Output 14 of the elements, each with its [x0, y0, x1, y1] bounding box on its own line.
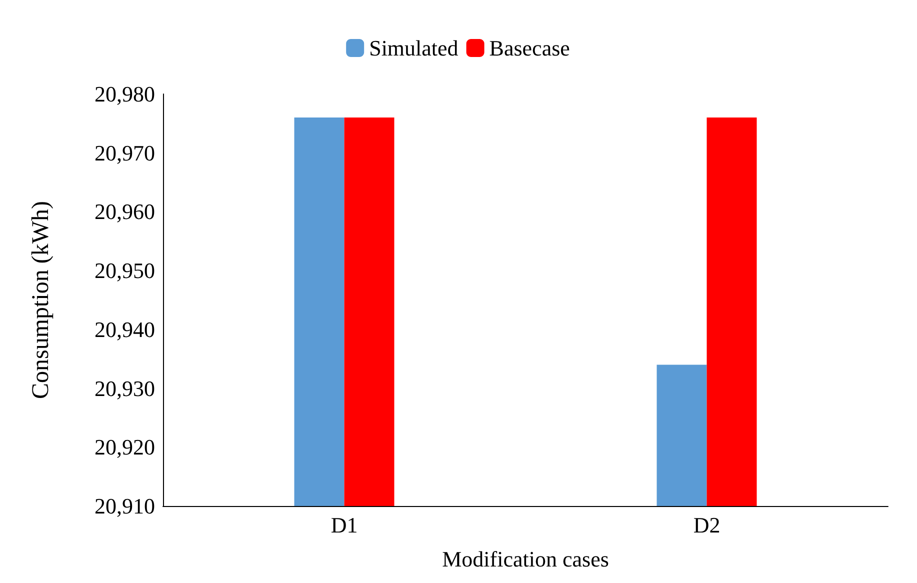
y-tick-label: 20,910	[94, 494, 155, 518]
x-tick-label: D1	[330, 512, 358, 538]
y-tick-label: 20,950	[94, 258, 155, 284]
y-tick-label: 20,920	[94, 434, 155, 460]
x-tick-label: D2	[693, 512, 720, 538]
x-axis-title: Modification cases	[442, 546, 609, 572]
legend-label: Basecase	[489, 36, 570, 60]
y-tick-label: 20,940	[94, 316, 155, 342]
y-tick-label: 20,980	[94, 82, 155, 106]
y-axis-title: Consumption (kWh)	[28, 201, 54, 399]
y-tick-label: 20,960	[94, 199, 155, 224]
y-tick-label: 20,930	[94, 376, 155, 401]
legend-label: Simulated	[369, 36, 458, 60]
y-tick-label: 20,970	[94, 140, 155, 166]
